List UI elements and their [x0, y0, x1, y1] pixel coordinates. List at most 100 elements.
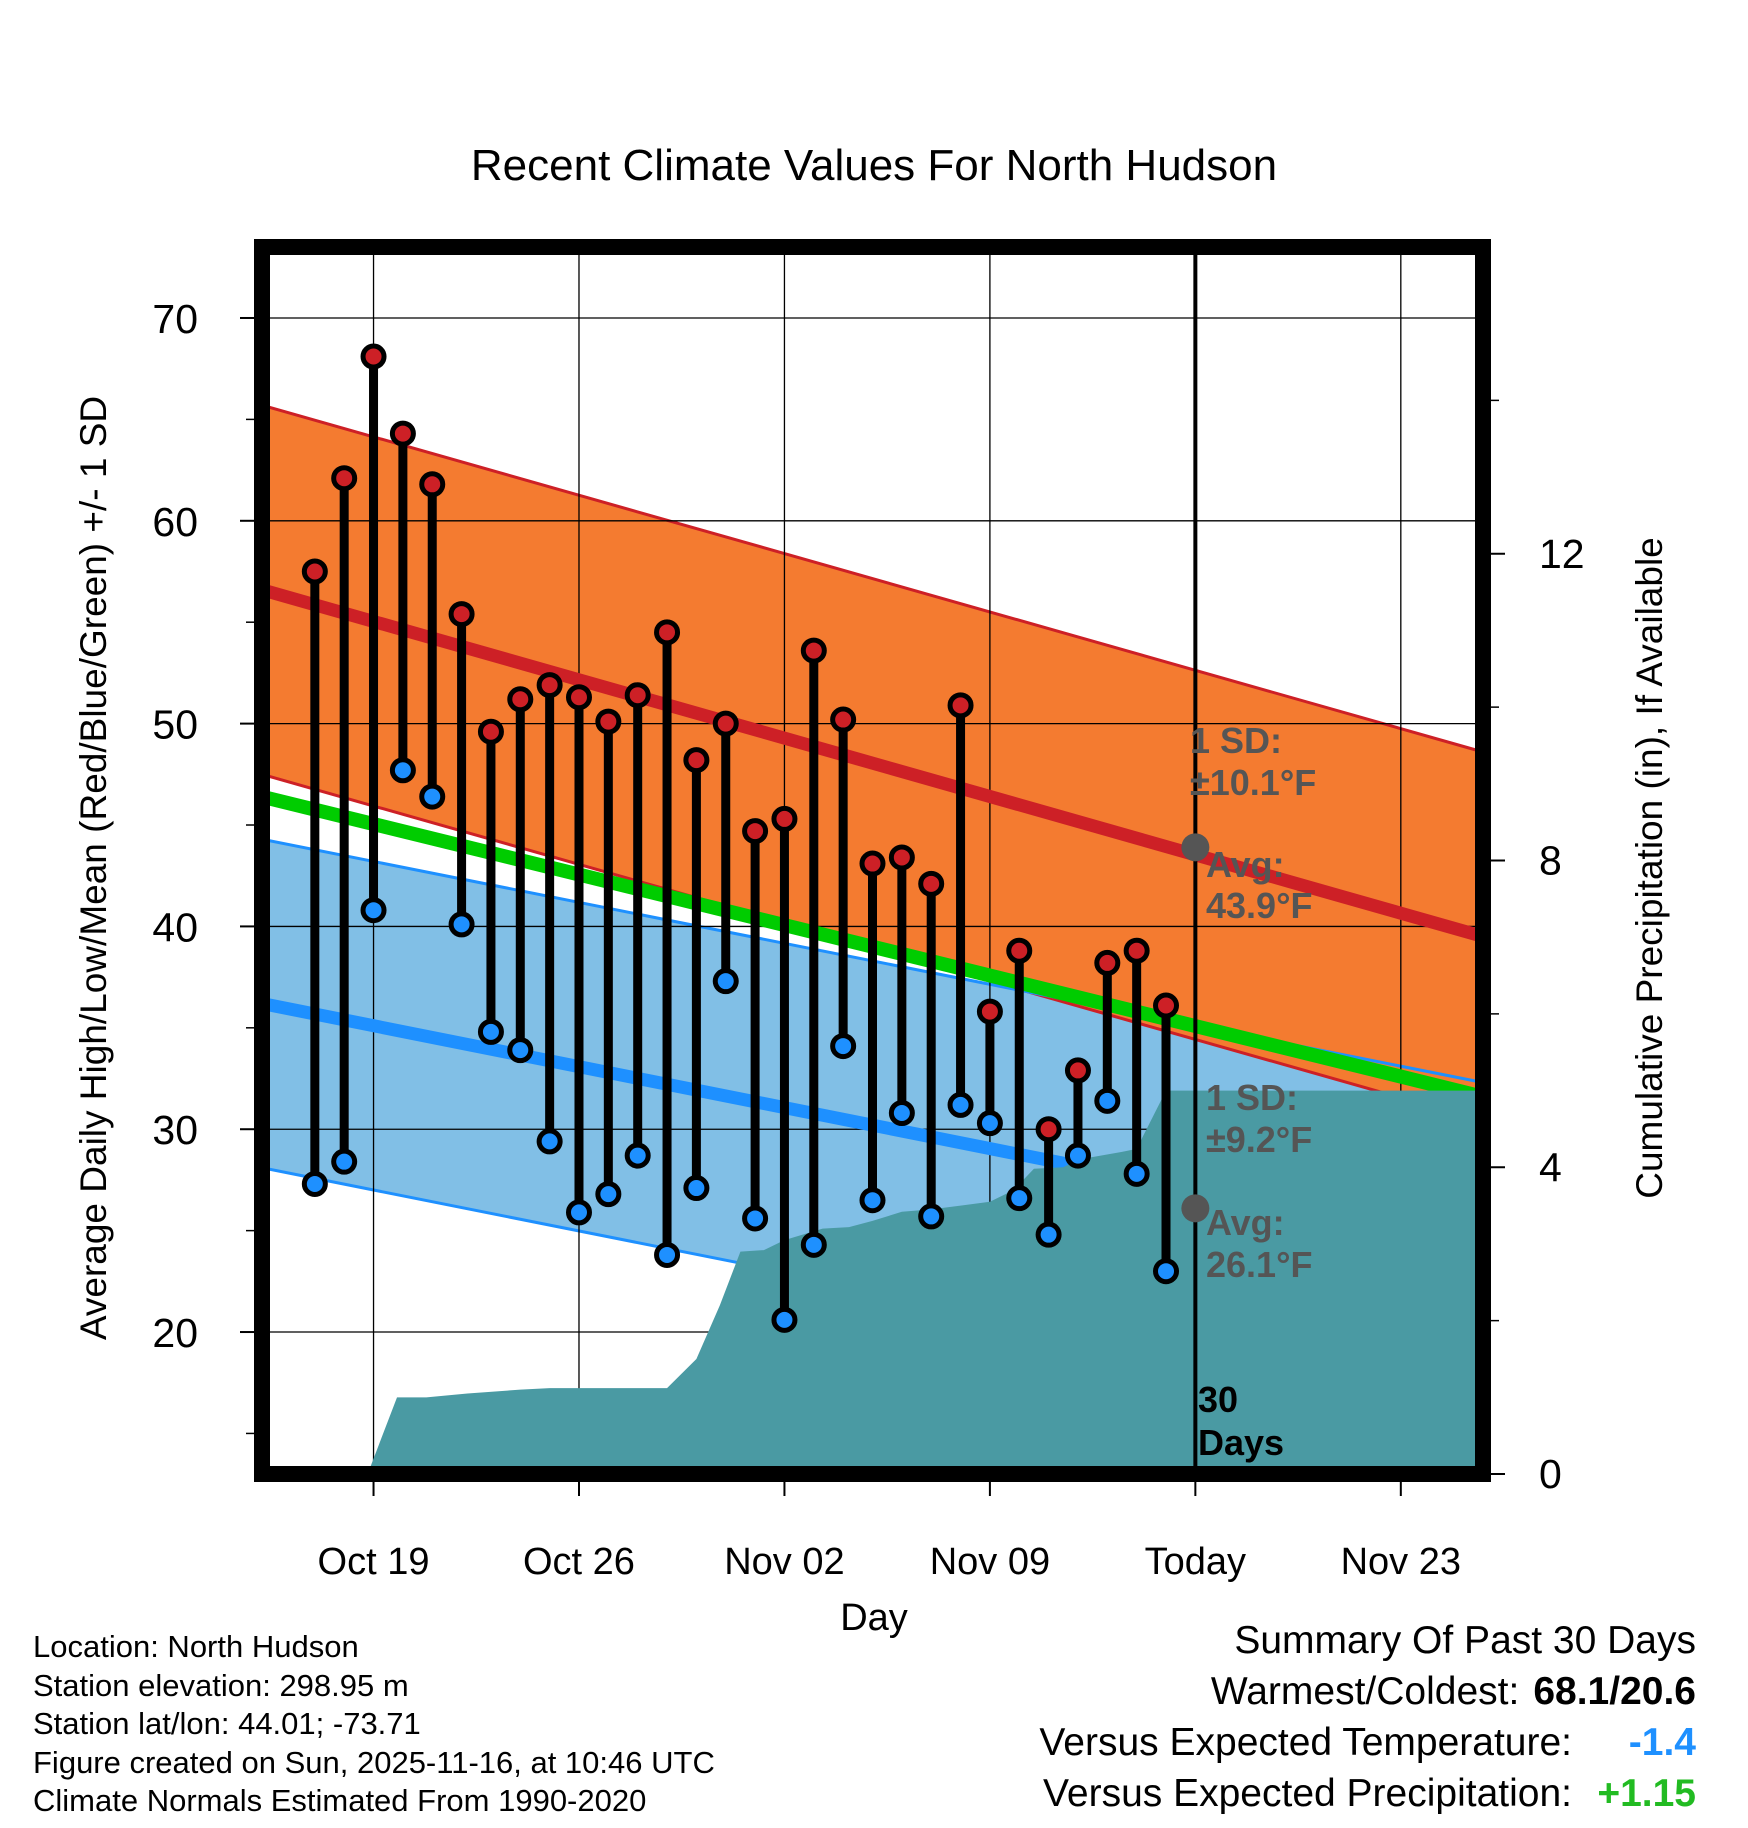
daily-high-marker	[595, 708, 622, 735]
daily-high-marker	[448, 601, 475, 628]
days-count-word: Days	[1198, 1422, 1284, 1463]
daily-high-marker	[536, 672, 563, 699]
daily-low-marker	[1006, 1185, 1033, 1212]
daily-low-marker	[830, 1033, 857, 1060]
warm-cold-value: 68.1/20.6	[1533, 1670, 1696, 1713]
info-latlon: Station lat/lon: 44.01; -73.71	[33, 1706, 421, 1741]
plot-frame	[254, 239, 1491, 1482]
summary-temp: Versus Expected Temperature: -1.4	[1039, 1717, 1696, 1768]
daily-low-marker	[536, 1128, 563, 1155]
daily-low-marker	[976, 1110, 1003, 1137]
high-band-upper-edge	[262, 403, 1483, 754]
daily-low-marker	[1123, 1160, 1150, 1187]
today-high-avg-dot	[1181, 833, 1210, 862]
daily-low-marker	[448, 911, 475, 938]
daily-low-marker	[654, 1241, 681, 1268]
daily-low-marker	[947, 1091, 974, 1118]
summary-title: Summary Of Past 30 Days	[1234, 1619, 1696, 1662]
daily-low-marker	[859, 1187, 886, 1214]
high-sd-label: 1 SD:	[1190, 720, 1282, 761]
y-tick-label: 60	[152, 499, 198, 545]
precip-value: +1.15	[1597, 1772, 1696, 1815]
summary-panel: Summary Of Past 30 Days Warmest/Coldest:…	[1039, 1615, 1696, 1819]
y-axis-label: Average Daily High/Low/Mean (Red/Blue/Gr…	[73, 396, 114, 1340]
high-sd-value: ±10.1°F	[1190, 762, 1316, 803]
daily-low-marker	[918, 1203, 945, 1230]
daily-high-marker	[1094, 949, 1121, 976]
high-avg-value: 43.9°F	[1206, 885, 1312, 926]
info-created: Figure created on Sun, 2025-11-16, at 10…	[33, 1744, 715, 1780]
low-sd-label: 1 SD:	[1206, 1077, 1298, 1118]
x-tick-label: Today	[1145, 1541, 1246, 1583]
daily-low-marker	[565, 1199, 592, 1226]
info-normals: Climate Normals Estimated From 1990-2020	[33, 1783, 647, 1818]
y2-axis-label: Cumulative Precipitation (in), If Availa…	[1629, 537, 1670, 1199]
info-location: Location: North Hudson	[33, 1629, 359, 1664]
daily-high-marker	[712, 710, 739, 737]
daily-high-marker	[507, 686, 534, 713]
daily-high-marker	[654, 619, 681, 646]
station-info: Location: North Hudson Station elevation…	[33, 1628, 715, 1821]
x-tick-label: Oct 19	[318, 1541, 430, 1583]
daily-high-marker	[360, 343, 387, 370]
y2-tick-label: 12	[1539, 531, 1585, 577]
x-tick-label: Nov 02	[724, 1541, 844, 1583]
daily-high-marker	[1035, 1116, 1062, 1143]
low-avg-value: 26.1°F	[1206, 1244, 1312, 1285]
daily-high-marker	[976, 998, 1003, 1025]
summary-precip: Versus Expected Precipitation: +1.15	[1039, 1768, 1696, 1819]
daily-high-marker	[565, 684, 592, 711]
days-count-number: 30	[1198, 1379, 1238, 1420]
daily-low-marker	[389, 757, 416, 784]
summary-warm-cold: Warmest/Coldest: 68.1/20.6	[1039, 1666, 1696, 1717]
daily-high-marker	[331, 465, 358, 492]
daily-high-marker	[918, 870, 945, 897]
y-tick-label: 20	[152, 1310, 198, 1356]
daily-high-marker	[1064, 1057, 1091, 1084]
daily-low-marker	[477, 1018, 504, 1045]
daily-low-marker	[771, 1306, 798, 1333]
daily-high-marker	[742, 818, 769, 845]
today-low-avg-dot	[1181, 1194, 1210, 1223]
daily-high-marker	[389, 420, 416, 447]
daily-high-marker	[1153, 992, 1180, 1019]
daily-low-marker	[1064, 1142, 1091, 1169]
daily-low-marker	[800, 1231, 827, 1258]
daily-high-marker	[624, 682, 651, 709]
daily-low-marker	[1094, 1087, 1121, 1114]
low-sd-value: ±9.2°F	[1206, 1119, 1312, 1160]
info-elevation: Station elevation: 298.95 m	[33, 1667, 409, 1703]
y2-tick-label: 8	[1539, 838, 1562, 884]
daily-high-marker	[830, 706, 857, 733]
daily-high-marker	[1006, 937, 1033, 964]
daily-low-marker	[712, 968, 739, 995]
daily-low-marker	[742, 1205, 769, 1232]
daily-high-marker	[301, 558, 328, 585]
y2-tick-label: 0	[1539, 1451, 1562, 1497]
y-tick-label: 50	[152, 702, 198, 748]
precip-label: Versus Expected Precipitation:	[1043, 1772, 1572, 1815]
daily-low-marker	[301, 1170, 328, 1197]
daily-low-marker	[1153, 1258, 1180, 1285]
daily-high-marker	[419, 471, 446, 498]
daily-low-marker	[683, 1175, 710, 1202]
daily-low-marker	[888, 1099, 915, 1126]
cumulative-precip-area	[285, 1090, 1483, 1474]
daily-low-marker	[331, 1148, 358, 1175]
x-tick-label: Nov 23	[1341, 1541, 1461, 1583]
daily-high-marker	[800, 637, 827, 664]
daily-low-marker	[624, 1142, 651, 1169]
low-avg-label: Avg:	[1206, 1202, 1285, 1243]
daily-high-marker	[477, 718, 504, 745]
daily-high-marker	[771, 805, 798, 832]
x-tick-label: Nov 09	[930, 1541, 1050, 1583]
daily-high-marker	[1123, 937, 1150, 964]
daily-low-marker	[360, 897, 387, 924]
temp-value: -1.4	[1628, 1721, 1696, 1764]
daily-high-marker	[947, 692, 974, 719]
daily-low-marker	[419, 783, 446, 810]
y-tick-label: 30	[152, 1107, 198, 1153]
high-avg-label: Avg:	[1206, 844, 1285, 885]
daily-low-marker	[507, 1037, 534, 1064]
y-tick-label: 40	[152, 904, 198, 950]
